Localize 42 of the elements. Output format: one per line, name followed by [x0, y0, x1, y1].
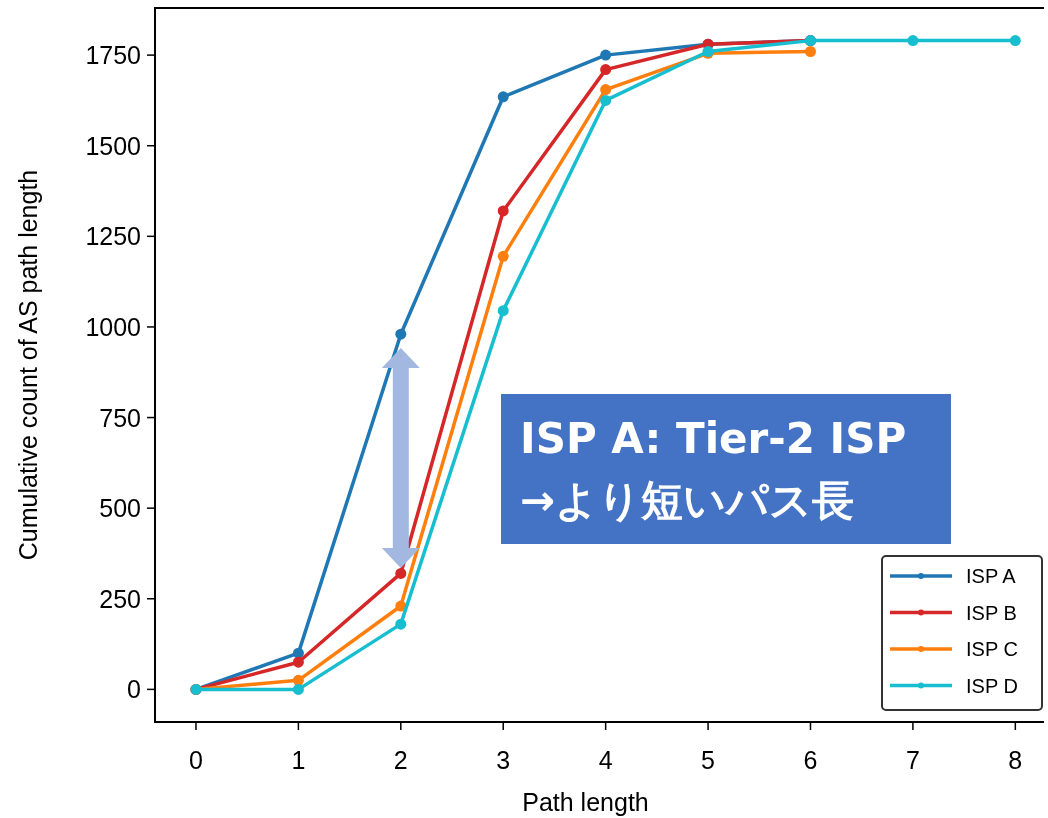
- point: [600, 84, 612, 96]
- x-axis-title: Path length: [522, 788, 649, 816]
- point: [395, 328, 407, 340]
- x-tick-label: 0: [189, 746, 203, 774]
- point: [907, 35, 919, 47]
- x-tick-label: 8: [1008, 746, 1023, 774]
- x-tick-label: 3: [496, 746, 511, 774]
- legend-label: ISP D: [966, 674, 1018, 697]
- x-tick-label: 2: [393, 746, 408, 774]
- point: [497, 250, 509, 262]
- point: [497, 305, 509, 317]
- annotation: ISP A: Tier-2 ISP →より短いパス長: [520, 414, 907, 525]
- legend-label: ISP A: [966, 565, 1017, 587]
- point: [292, 683, 304, 695]
- point: [1009, 35, 1021, 47]
- legend-label: ISP C: [966, 638, 1018, 660]
- y-tick-label: 750: [99, 403, 141, 432]
- point: [600, 49, 612, 61]
- point: [497, 205, 509, 217]
- y-tick-label: 1500: [85, 131, 141, 160]
- point: [804, 45, 816, 57]
- x-tick-label: 5: [701, 746, 716, 774]
- x-tick-label: 4: [598, 746, 613, 774]
- x-tick-label: 6: [803, 746, 818, 774]
- y-tick-label: 1250: [85, 222, 141, 251]
- y-tick-label: 0: [127, 675, 141, 704]
- y-tick-label: 1750: [85, 41, 141, 70]
- y-tick-label: 250: [99, 584, 141, 613]
- point: [292, 656, 304, 668]
- point: [600, 64, 612, 76]
- legend-label: ISP B: [966, 601, 1017, 624]
- point: [600, 94, 612, 106]
- x-tick-label: 1: [291, 746, 306, 774]
- y-tick-label: 1000: [85, 312, 141, 341]
- point: [395, 567, 407, 579]
- y-axis-title: Cumulative count of AS path length: [14, 169, 42, 561]
- point: [395, 618, 407, 630]
- annotation: ISP A: Tier-2 ISP →より短いパス長: [501, 394, 951, 544]
- point: [292, 674, 304, 686]
- point: [497, 91, 509, 103]
- y-tick-label: 500: [99, 494, 141, 523]
- x-tick-label: 7: [905, 746, 920, 774]
